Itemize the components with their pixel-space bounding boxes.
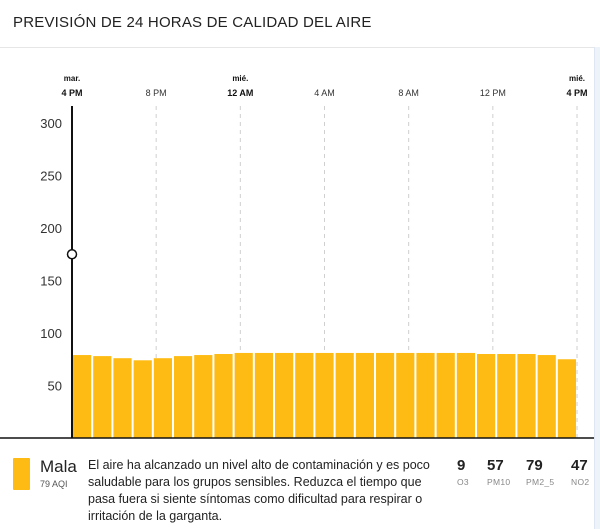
forecast-bar [497, 354, 516, 438]
forecast-bar [153, 358, 172, 438]
aqi-level-swatch [13, 458, 30, 490]
pollutant-name: PM2_5 [526, 477, 555, 487]
pollutant-pm10: 57 PM10 [487, 457, 510, 487]
forecast-bar [335, 352, 354, 438]
header: PREVISIÓN DE 24 HORAS DE CALIDAD DEL AIR… [0, 0, 600, 48]
pollutant-name: NO2 [571, 477, 590, 487]
forecast-bar [295, 352, 314, 438]
pollutant-value: 9 [457, 457, 466, 474]
forecast-bar [517, 354, 536, 438]
pollutant-name: PM10 [487, 477, 511, 487]
forecast-bar [93, 356, 112, 438]
forecast-bar [456, 352, 475, 438]
forecast-bar [133, 360, 152, 438]
pollutant-value: 47 [571, 457, 588, 474]
aqi-description: El aire ha alcanzado un nivel alto de co… [88, 458, 430, 523]
pollutant-o3: 9 O3 [457, 457, 469, 487]
x-tick-day-label: mar. [64, 74, 80, 83]
aqi-value: 79 AQI [40, 479, 68, 489]
current-time-marker [66, 249, 78, 260]
y-tick-label: 300 [40, 116, 62, 131]
forecast-bar [396, 352, 415, 438]
pollutant-value: 79 [526, 457, 543, 474]
x-tick-label: 4 AM [314, 88, 335, 98]
forecast-bar [436, 352, 455, 438]
y-tick-label: 100 [40, 326, 62, 341]
forecast-bar [73, 355, 92, 438]
aqi-level-name: Mala [40, 457, 77, 476]
forecast-bar [254, 352, 273, 438]
forecast-bar [416, 352, 435, 438]
x-tick-label: 8 AM [398, 88, 419, 98]
pollutant-no2: 47 NO2 [571, 457, 589, 487]
forecast-bar [376, 352, 395, 438]
forecast-bar [477, 354, 496, 438]
forecast-bar [275, 352, 294, 438]
forecast-bar [315, 352, 334, 438]
forecast-bar [113, 358, 132, 438]
aqi-forecast-chart: mar. 4 PM 8 PM mié. 12 AM 4 AM 8 AM 12 PM mié. 4 … [0, 48, 594, 448]
x-tick-label: 4 PM [566, 88, 587, 98]
forecast-bar [557, 359, 576, 438]
page-title: PREVISIÓN DE 24 HORAS DE CALIDAD DEL AIR… [13, 14, 372, 31]
x-tick-label: 8 PM [146, 88, 167, 98]
forecast-bar [214, 354, 233, 438]
forecast-bar [234, 352, 253, 438]
pollutant-pm2-5: 79 PM2_5 [526, 457, 554, 487]
y-tick-label: 250 [40, 169, 62, 184]
y-tick-label: 200 [40, 221, 62, 236]
pollutant-value: 57 [487, 457, 504, 474]
y-tick-label: 150 [40, 274, 62, 289]
chart-svg: mar. 4 PM 8 PM mié. 12 AM 4 AM 8 AM 12 PM mié. 4 … [0, 74, 594, 439]
x-tick-label: 12 PM [480, 88, 506, 98]
x-tick-day-label: mié. [232, 74, 248, 83]
forecast-bar [537, 355, 556, 438]
x-tick-label: 4 PM [61, 88, 82, 98]
pollutant-name: O3 [457, 477, 469, 487]
x-tick-label: 12 AM [227, 88, 253, 98]
x-tick-day-label: mié. [569, 74, 585, 83]
current-aqi-panel: Mala 79 AQI El aire ha alcanzado un nive… [0, 448, 594, 529]
side-strip [594, 47, 600, 529]
forecast-bar [355, 352, 374, 438]
forecast-bar [194, 355, 213, 438]
forecast-bar [174, 356, 193, 438]
y-tick-label: 50 [48, 379, 62, 394]
